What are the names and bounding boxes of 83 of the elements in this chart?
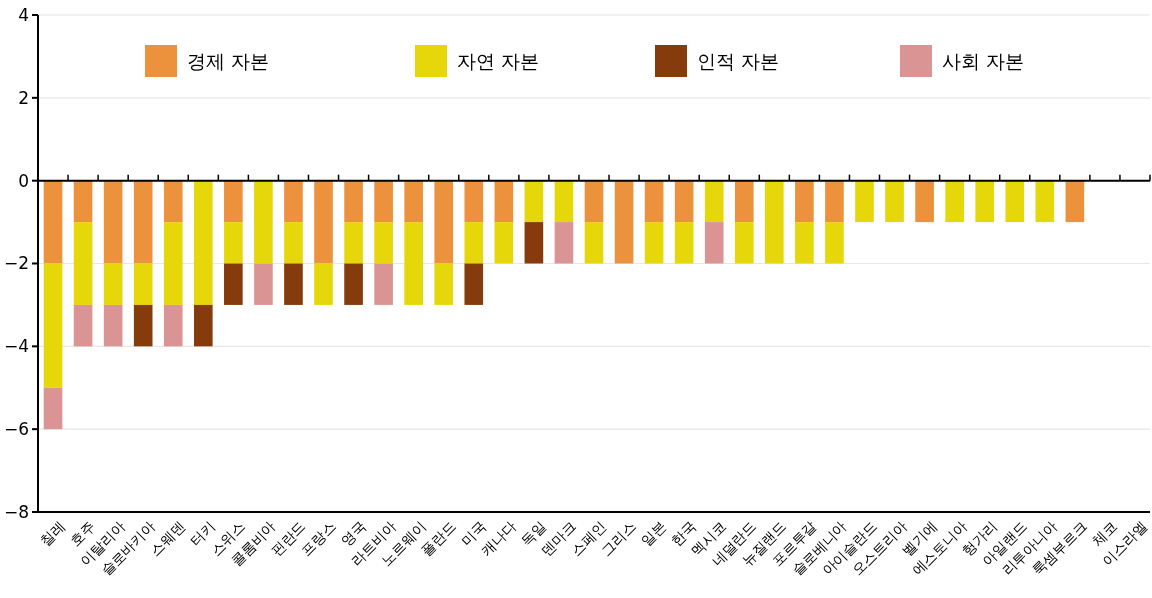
bar: [1035, 180, 1055, 223]
bar: [644, 180, 664, 223]
bar: [163, 222, 183, 305]
bar: [494, 180, 514, 223]
bar: [795, 180, 814, 223]
bar: [885, 180, 904, 223]
bar: [554, 180, 574, 223]
bar: [73, 222, 93, 305]
bar: [1065, 180, 1085, 223]
bar: [825, 180, 844, 223]
bar: [374, 222, 393, 264]
bar: [825, 222, 844, 264]
x-tick-label: 일본: [638, 517, 670, 549]
bar: [704, 222, 724, 264]
bar: [404, 180, 423, 223]
bar: [163, 304, 183, 347]
bar: [464, 180, 484, 223]
bar: [224, 263, 243, 305]
bar: [284, 263, 303, 305]
bar: [314, 263, 333, 305]
bar: [404, 222, 423, 305]
bar: [464, 222, 484, 264]
bar: [344, 263, 363, 305]
bar: [734, 222, 754, 264]
bar: [254, 180, 273, 264]
bar: [103, 304, 123, 347]
bar: [674, 222, 694, 264]
y-tick-label: −6: [3, 419, 29, 440]
bar: [43, 263, 63, 388]
bar: [73, 180, 93, 223]
x-tick-label: 칠레: [36, 517, 69, 549]
y-tick-label: −4: [3, 336, 29, 357]
bar: [193, 180, 213, 305]
bar: [975, 180, 995, 223]
bar: [765, 180, 784, 264]
bar: [344, 222, 363, 264]
bar: [584, 180, 604, 223]
bar: [434, 180, 454, 264]
bar: [674, 180, 694, 223]
legend-label: 사회 자본: [942, 49, 1025, 72]
bar: [734, 180, 754, 223]
bar: [494, 222, 514, 264]
bar: [855, 180, 874, 223]
bar: [614, 180, 634, 264]
y-tick-label: 2: [18, 87, 29, 108]
y-tick-label: −2: [3, 253, 29, 274]
bar: [73, 304, 93, 347]
bar: [43, 180, 63, 264]
bar: [464, 263, 484, 305]
bar: [163, 180, 183, 223]
bar: [644, 222, 664, 264]
bar: [133, 180, 153, 264]
bar: [43, 387, 63, 430]
bar: [344, 180, 363, 223]
bar: [224, 222, 243, 264]
bar: [554, 222, 574, 264]
bar: [945, 180, 964, 223]
bar: [524, 222, 544, 264]
bar: [314, 180, 333, 264]
bar: [254, 263, 273, 305]
bar: [224, 180, 243, 223]
bar: [284, 180, 303, 223]
bar: [374, 263, 393, 305]
y-tick-label: −8: [3, 501, 29, 522]
bar: [374, 180, 393, 223]
bar: [524, 180, 544, 223]
bar: [704, 180, 724, 223]
bar: [795, 222, 814, 264]
bar: [284, 222, 303, 264]
y-tick-label: 4: [18, 4, 29, 25]
bar: [1005, 180, 1025, 223]
y-tick-label: 0: [18, 170, 29, 191]
bar: [133, 263, 153, 305]
legend-label: 인적 자본: [697, 49, 780, 72]
bar: [915, 180, 934, 223]
bar: [133, 304, 153, 347]
legend-label: 경제 자본: [187, 49, 270, 72]
bar: [103, 180, 123, 264]
bar: [584, 222, 604, 264]
bar: [103, 263, 123, 305]
bar: [193, 304, 213, 347]
bar: [434, 263, 454, 305]
legend-label: 자연 자본: [457, 49, 540, 72]
